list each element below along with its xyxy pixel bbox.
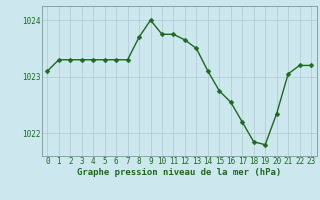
- X-axis label: Graphe pression niveau de la mer (hPa): Graphe pression niveau de la mer (hPa): [77, 168, 281, 177]
